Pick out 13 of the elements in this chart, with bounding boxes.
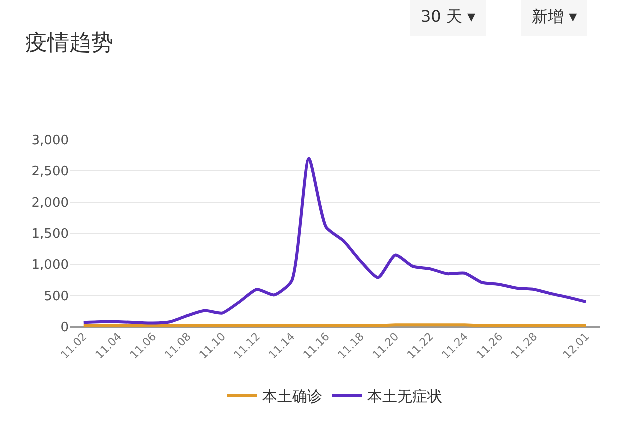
- legend-label: 本土无症状: [368, 387, 442, 406]
- legend-label: 本土确诊: [262, 387, 322, 406]
- y-tick-label: 500: [44, 289, 69, 304]
- y-tick-label: 0: [60, 320, 69, 336]
- y-tick-label: 1,000: [32, 258, 69, 274]
- y-tick-label: 1,500: [32, 227, 69, 242]
- y-tick-label: 2,500: [32, 164, 69, 180]
- text: 30 天 ▾: [421, 7, 476, 26]
- text: 新增 ▾: [532, 7, 578, 26]
- y-tick-label: 3,000: [32, 134, 69, 149]
- y-tick-label: 2,000: [32, 196, 69, 211]
- chart-title: 疫情趋势: [26, 31, 114, 56]
- line-series: [82, 157, 588, 325]
